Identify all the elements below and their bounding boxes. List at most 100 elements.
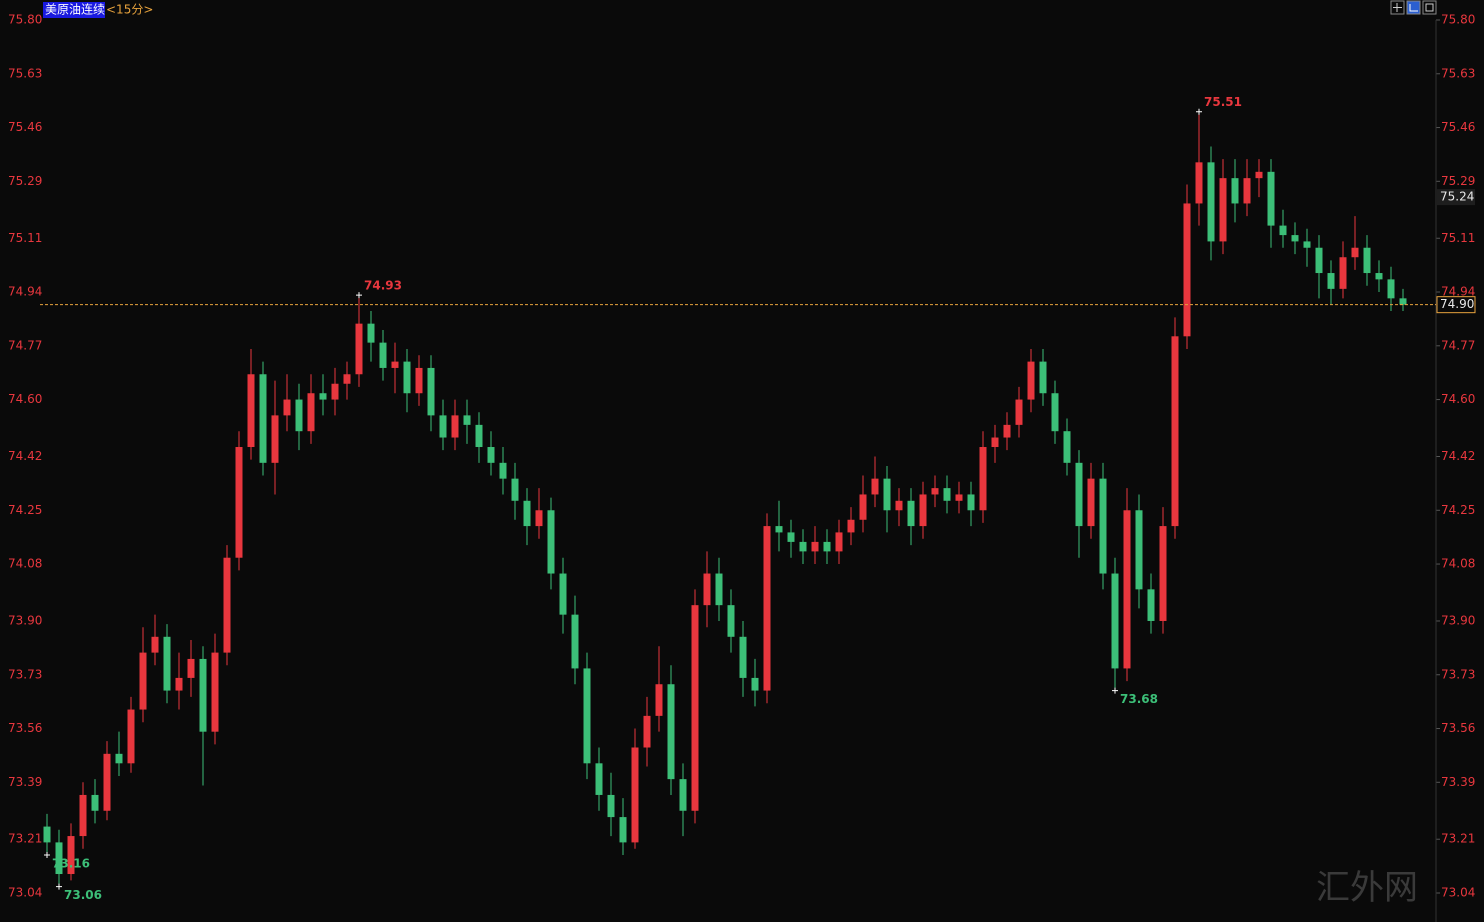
candle-body	[763, 526, 771, 691]
candle-body	[919, 494, 927, 527]
y-tick-label: 73.56	[8, 721, 42, 735]
candle-body	[1147, 589, 1155, 621]
candle-body	[451, 415, 459, 438]
y2-tick-label: 73.04	[1441, 886, 1475, 900]
candle-body	[391, 361, 399, 368]
candle-body	[319, 393, 327, 400]
y-tick-label: 74.42	[8, 449, 42, 463]
candle-body	[367, 323, 375, 343]
y-tick-label: 74.60	[8, 392, 42, 406]
candle-body	[643, 715, 651, 748]
candle-body	[859, 494, 867, 520]
chart-title: 美原油连续	[45, 2, 105, 17]
candle-body	[1399, 298, 1407, 305]
candle-body	[1279, 225, 1287, 236]
candle-body	[1219, 178, 1227, 242]
extreme-marker	[356, 292, 362, 299]
icon-crosshair[interactable]	[1390, 0, 1405, 15]
candle-body	[883, 478, 891, 511]
y-tick-label: 75.80	[8, 13, 42, 27]
y2-tick-label: 73.90	[1441, 613, 1475, 627]
extreme-label: 73.16	[52, 857, 90, 871]
y2-tick-label: 73.21	[1441, 832, 1475, 846]
candle-body	[583, 668, 591, 764]
candle-body	[1027, 361, 1035, 400]
candle-body	[1051, 393, 1059, 432]
candle-body	[955, 494, 963, 501]
candle-body	[247, 374, 255, 448]
candle-body	[1159, 526, 1167, 621]
candle-body	[1363, 247, 1371, 274]
candle-body	[931, 488, 939, 495]
extreme-label: 73.06	[64, 888, 102, 902]
candle-body	[751, 677, 759, 691]
candle-body	[103, 753, 111, 811]
extreme-label: 73.68	[1120, 692, 1158, 706]
candle-body	[1351, 247, 1359, 258]
y-tick-label: 73.04	[8, 886, 42, 900]
candle-body	[355, 323, 363, 375]
candle-body	[1195, 162, 1203, 204]
candle-body	[739, 636, 747, 678]
y2-tick-label: 75.80	[1441, 13, 1475, 27]
candle-body	[1063, 431, 1071, 463]
candle-body	[1231, 178, 1239, 204]
icon-window[interactable]	[1422, 0, 1437, 15]
candle-body	[475, 424, 483, 448]
candle-body	[535, 510, 543, 527]
candle-body	[1303, 241, 1311, 248]
extreme-marker	[56, 883, 62, 890]
watermark: 汇外网	[1316, 868, 1418, 908]
y-tick-label: 75.29	[8, 174, 42, 188]
candle-body	[823, 541, 831, 552]
candle-body	[1375, 273, 1383, 280]
toolbar	[1390, 0, 1437, 15]
candle-body	[691, 605, 699, 811]
candle-body	[943, 488, 951, 501]
candle-body	[91, 794, 99, 811]
candle-body	[1171, 336, 1179, 527]
y2-tick-label: 74.60	[1441, 392, 1475, 406]
candle-body	[331, 383, 339, 400]
candle-body	[67, 836, 75, 875]
candle-body	[571, 614, 579, 669]
candle-body	[703, 573, 711, 606]
icon-chart[interactable]	[1406, 0, 1421, 15]
candle-body	[307, 393, 315, 432]
candle-body	[547, 510, 555, 574]
candle-body	[211, 652, 219, 732]
candle-body	[1339, 257, 1347, 289]
y-tick-label: 73.73	[8, 667, 42, 681]
candle-body	[259, 374, 267, 463]
candle-body	[151, 636, 159, 653]
y-tick-label: 74.08	[8, 557, 42, 571]
candle-body	[55, 842, 63, 875]
candle-body	[403, 361, 411, 394]
icon-glyph	[1409, 4, 1418, 12]
y2-tick-label: 73.39	[1441, 775, 1475, 789]
y-tick-label: 75.63	[8, 66, 42, 80]
candle-body	[559, 573, 567, 615]
y2-tick-label: 74.94	[1441, 285, 1475, 299]
candle-body	[1387, 279, 1395, 299]
candle-body	[1327, 273, 1335, 289]
y2-tick-label: 74.77	[1441, 338, 1475, 352]
candle-body	[235, 447, 243, 558]
candle-body	[427, 367, 435, 416]
candle-body	[1099, 478, 1107, 574]
y2-tick-label: 73.56	[1441, 721, 1475, 735]
candle-body	[631, 747, 639, 843]
candle-body	[379, 342, 387, 368]
candle-body	[1183, 203, 1191, 337]
y-tick-label: 74.94	[8, 285, 42, 299]
y2-tick-label: 75.46	[1441, 120, 1475, 134]
candle-body	[1003, 424, 1011, 438]
candle-body	[715, 573, 723, 606]
candle-body	[679, 779, 687, 811]
candle-body	[847, 519, 855, 533]
candle-body	[487, 447, 495, 463]
candle-body	[1291, 235, 1299, 242]
candle-body	[895, 500, 903, 511]
